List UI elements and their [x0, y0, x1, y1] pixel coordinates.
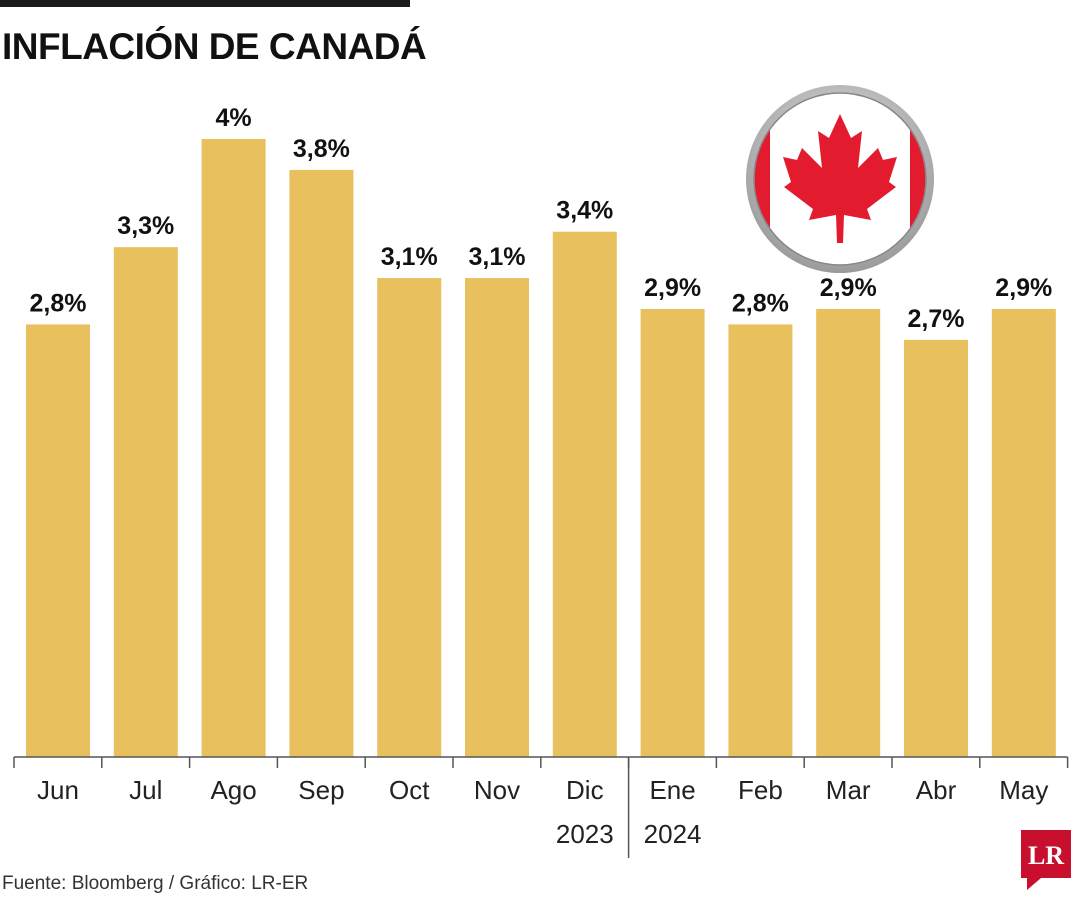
year-label-2024: 2024: [644, 819, 702, 849]
category-label-oct: Oct: [389, 775, 430, 805]
category-label-mar: Mar: [826, 775, 871, 805]
category-label-sep: Sep: [298, 775, 344, 805]
bar-may: [991, 308, 1056, 757]
canada-flag-icon: [746, 85, 934, 273]
value-label-sep: 3,8%: [293, 135, 350, 163]
value-label-feb: 2,8%: [732, 289, 789, 317]
source-note: Fuente: Bloomberg / Gráfico: LR-ER: [2, 873, 309, 894]
value-label-oct: 3,1%: [381, 243, 438, 271]
value-label-ene: 2,9%: [644, 274, 701, 302]
bar-mar: [816, 308, 881, 757]
value-label-jun: 2,8%: [30, 289, 87, 317]
category-label-abr: Abr: [916, 775, 957, 805]
chart-title: INFLACIÓN DE CANADÁ: [2, 26, 427, 67]
value-label-nov: 3,1%: [469, 243, 526, 271]
category-label-feb: Feb: [738, 775, 783, 805]
category-label-may: May: [999, 775, 1048, 805]
year-label-2023: 2023: [556, 819, 614, 849]
value-label-jul: 3,3%: [117, 212, 174, 240]
bars-group: [26, 139, 1056, 757]
category-label-jul: Jul: [129, 775, 162, 805]
bar-nov: [465, 278, 529, 757]
category-label-dic: Dic: [566, 775, 604, 805]
value-label-ago: 4%: [216, 104, 252, 132]
bar-ago: [201, 139, 266, 757]
value-label-mar: 2,9%: [820, 274, 877, 302]
category-label-nov: Nov: [474, 775, 520, 805]
bar-jul: [113, 247, 178, 757]
lr-logo: LR: [1021, 830, 1071, 890]
value-label-may: 2,9%: [995, 274, 1052, 302]
category-label-ene: Ene: [649, 775, 695, 805]
category-label-ago: Ago: [210, 775, 256, 805]
bar-feb: [728, 324, 793, 757]
labels-group: 2,8% Jun 3,3% Jul 4% Ago 3,8% Sep 3,1% Oct 3,1% Nov…: [30, 104, 1053, 849]
bar-abr: [904, 339, 968, 757]
bar-dic: [552, 231, 617, 757]
bar-jun: [26, 324, 90, 757]
value-label-abr: 2,7%: [908, 305, 965, 333]
bar-ene: [640, 308, 705, 757]
value-label-dic: 3,4%: [556, 197, 613, 225]
logo-text: LR: [1028, 841, 1064, 870]
title-rule: [0, 0, 410, 7]
bar-oct: [377, 278, 442, 757]
category-label-jun: Jun: [37, 775, 79, 805]
bar-sep: [289, 169, 354, 757]
x-axis: [13, 756, 1069, 858]
